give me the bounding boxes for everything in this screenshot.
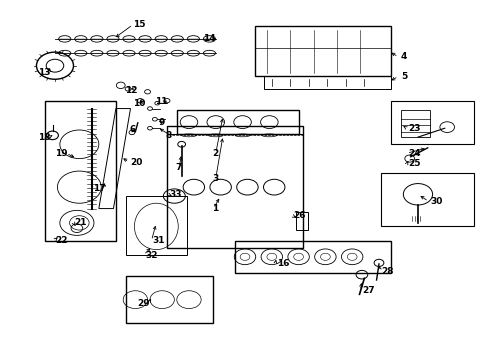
- Text: 30: 30: [430, 197, 442, 206]
- Text: 16: 16: [277, 260, 289, 269]
- Text: 28: 28: [381, 267, 394, 276]
- Text: 29: 29: [137, 299, 150, 308]
- Text: 23: 23: [408, 124, 421, 133]
- Text: 26: 26: [294, 211, 306, 220]
- Text: 6: 6: [129, 126, 135, 135]
- Text: 11: 11: [154, 97, 167, 106]
- Text: 32: 32: [145, 251, 158, 260]
- Circle shape: [147, 126, 152, 130]
- Text: 5: 5: [401, 72, 407, 81]
- Circle shape: [155, 102, 160, 105]
- Text: 33: 33: [170, 190, 182, 199]
- Text: 20: 20: [130, 158, 143, 167]
- Text: 27: 27: [362, 286, 374, 295]
- Text: 10: 10: [133, 99, 145, 108]
- Text: 25: 25: [408, 159, 421, 168]
- Text: 22: 22: [55, 236, 68, 245]
- Text: 19: 19: [54, 149, 67, 158]
- Text: 8: 8: [166, 131, 172, 140]
- Text: 24: 24: [408, 149, 421, 158]
- Text: 14: 14: [203, 35, 216, 44]
- Text: 18: 18: [38, 132, 50, 141]
- Text: 9: 9: [158, 118, 165, 127]
- Text: 13: 13: [38, 68, 50, 77]
- Text: 1: 1: [212, 204, 218, 213]
- Text: 21: 21: [74, 219, 87, 228]
- Text: 31: 31: [152, 236, 165, 245]
- Text: 4: 4: [401, 52, 407, 61]
- Circle shape: [152, 117, 157, 121]
- Circle shape: [178, 141, 186, 147]
- Text: 2: 2: [212, 149, 218, 158]
- Text: 3: 3: [212, 174, 218, 183]
- Circle shape: [147, 107, 152, 111]
- Text: 12: 12: [125, 86, 138, 95]
- Text: 7: 7: [175, 163, 182, 172]
- Text: 17: 17: [94, 184, 106, 193]
- Text: 15: 15: [133, 20, 146, 29]
